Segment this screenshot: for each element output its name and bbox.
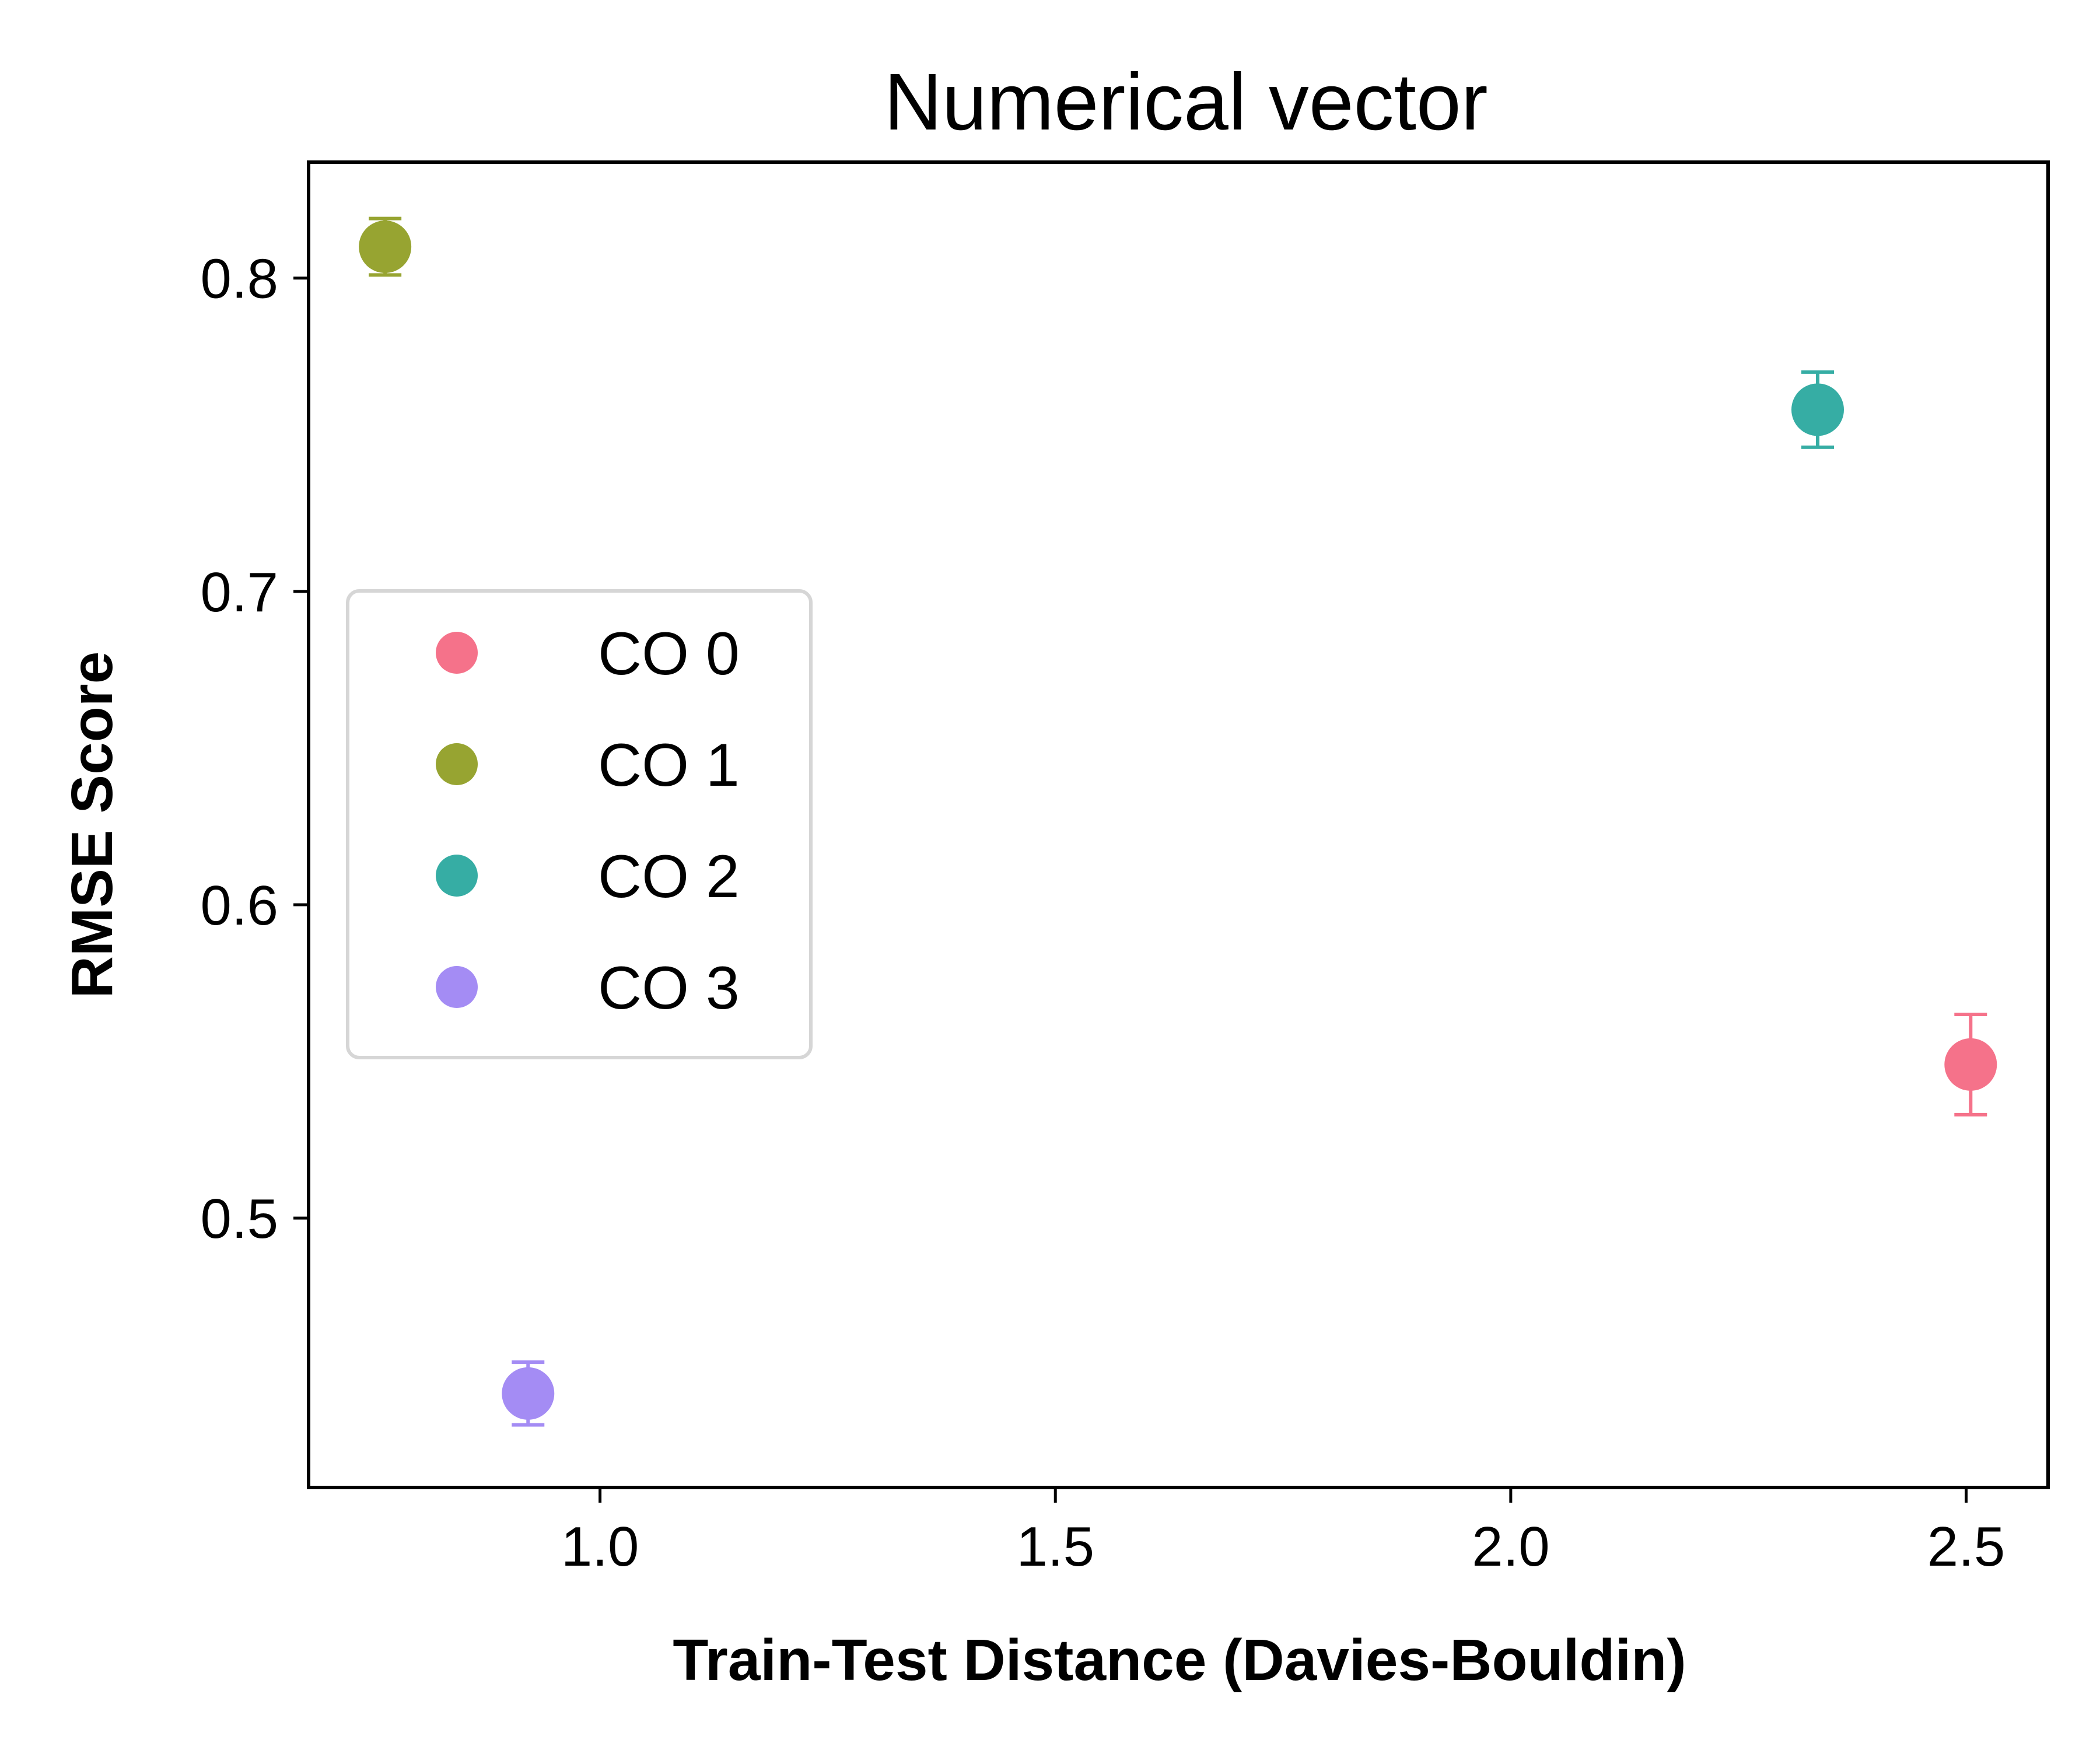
legend-marker: [436, 743, 478, 785]
data-point: [1944, 1038, 1997, 1091]
x-axis-ticks: 1.0 1.5 2.0 2.5: [561, 1488, 2005, 1578]
x-tick-label: 1.0: [561, 1516, 639, 1578]
y-tick-label: 0.8: [201, 248, 278, 310]
y-axis-ticks: 0.5 0.6 0.7 0.8: [201, 248, 309, 1250]
legend-marker: [436, 855, 478, 897]
data-point: [502, 1367, 555, 1420]
x-axis-label: Train-Test Distance (Davies-Bouldin): [673, 1628, 1686, 1693]
y-tick-label: 0.6: [201, 874, 278, 937]
legend-label: CO 0: [598, 620, 740, 688]
x-tick-label: 2.5: [1927, 1516, 2005, 1578]
plot-frame: [307, 160, 2050, 1489]
legend-marker: [436, 632, 478, 674]
data-marks: [359, 216, 1997, 1427]
y-axis-label: RMSE Score: [60, 652, 125, 999]
y-tick-label: 0.5: [201, 1188, 278, 1250]
y-tick-label: 0.7: [201, 561, 278, 624]
legend-label: CO 3: [598, 954, 740, 1022]
legend-marker: [436, 966, 478, 1008]
x-tick-label: 1.5: [1017, 1516, 1094, 1578]
data-point: [1791, 383, 1845, 436]
legend-frame: [346, 589, 813, 1059]
data-point: [359, 220, 412, 274]
x-tick-label: 2.0: [1472, 1516, 1549, 1578]
legend: CO 0 CO 1 CO 2 CO 3: [346, 589, 813, 1059]
chart-title: Numerical vector: [884, 57, 1488, 147]
legend-label: CO 1: [598, 732, 740, 799]
legend-label: CO 2: [598, 843, 740, 911]
